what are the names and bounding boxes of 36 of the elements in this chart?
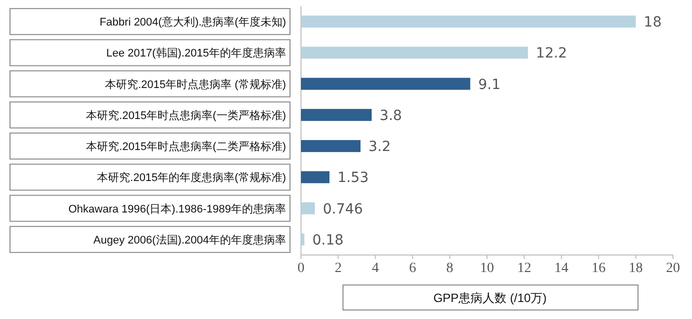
x-tick-label: 12	[517, 261, 532, 276]
bar	[301, 233, 304, 246]
data-label: 0.746	[322, 201, 364, 218]
data-label: 3.8	[380, 108, 402, 124]
x-tick-label: 8	[446, 261, 454, 276]
bar	[301, 140, 361, 152]
x-tick-label: 2	[334, 261, 342, 276]
data-label: 3.2	[368, 139, 391, 156]
bar	[301, 108, 372, 121]
x-axis-title: GPP患病人数 (/10万)	[433, 291, 547, 305]
x-tick-label: 10	[480, 261, 494, 276]
data-label: 0.18	[312, 232, 344, 248]
data-label: 1.53	[337, 170, 369, 186]
y-tick-label: Fabbri 2004(意大利).患病率(年度未知)	[100, 16, 286, 29]
y-tick-label: Lee 2017(韩国).2015年的年度患病率	[106, 46, 286, 60]
y-tick-label: 本研究.2015年的年度患病率(常规标准)	[97, 171, 286, 184]
data-label: 12.2	[536, 46, 568, 62]
x-tick-label: 18	[628, 261, 643, 276]
x-tick-label: 14	[554, 261, 568, 276]
x-tick-label: 20	[666, 261, 680, 276]
y-tick-label: Augey 2006(法国).2004年的年度患病率	[93, 233, 286, 246]
x-tick-label: 6	[409, 261, 416, 276]
bar	[301, 16, 636, 28]
data-label: 18	[644, 14, 662, 31]
bar	[301, 202, 315, 214]
y-tick-label: 本研究.2015年时点患病率(二类严格标准)	[86, 140, 286, 154]
y-tick-label: 本研究.2015年时点患病率(一类严格标准)	[86, 108, 286, 122]
bar	[301, 78, 470, 90]
x-tick-label: 0	[298, 261, 304, 276]
y-tick-label: Ohkawara 1996(日本).1986-1989年的患病率	[68, 202, 286, 216]
data-label: 9.1	[478, 76, 501, 93]
bar	[301, 46, 528, 59]
y-tick-label: 本研究.2015年时点患病率 (常规标准)	[105, 78, 286, 91]
x-tick-label: 4	[372, 261, 379, 276]
x-tick-label: 16	[592, 261, 606, 276]
bar	[301, 171, 330, 184]
